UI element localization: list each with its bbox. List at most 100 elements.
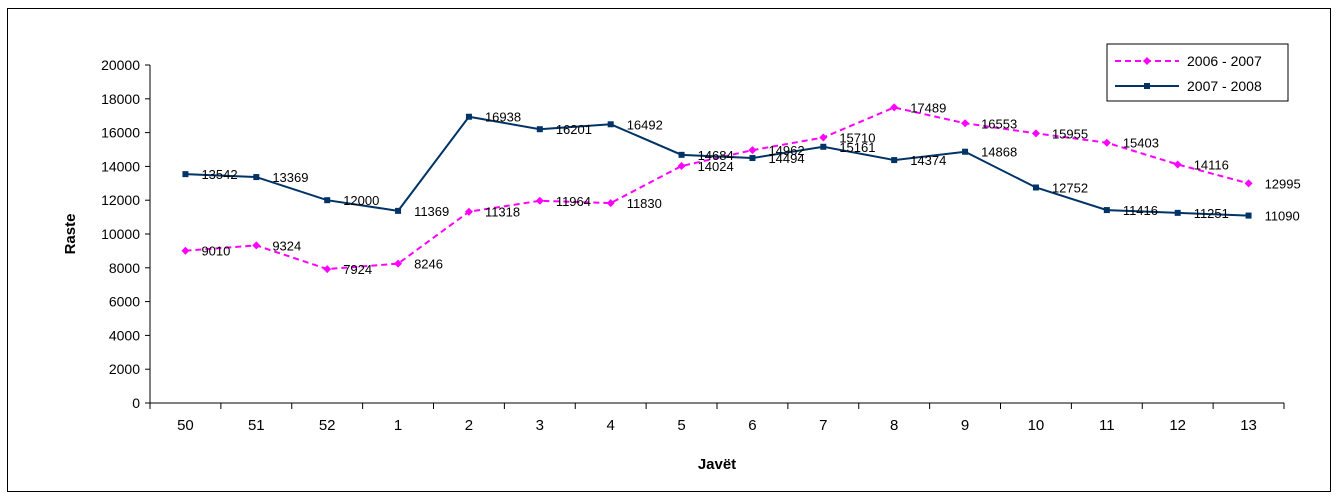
data-label: 14116 <box>1194 157 1229 172</box>
legend-marker-1 <box>1143 57 1151 65</box>
legend-box <box>1106 43 1289 102</box>
data-label: 12752 <box>1052 180 1088 195</box>
data-point <box>323 265 332 274</box>
y-tick-label: 18000 <box>101 91 140 107</box>
data-point <box>1032 184 1039 191</box>
data-point <box>819 133 828 142</box>
data-point <box>465 113 472 120</box>
data-label: 11964 <box>556 194 591 209</box>
data-point <box>394 259 403 268</box>
x-tick-label: 50 <box>177 417 194 434</box>
x-tick-label: 10 <box>1028 417 1045 434</box>
data-point <box>961 119 970 128</box>
data-label: 7924 <box>343 262 372 277</box>
axes <box>149 65 1284 404</box>
data-label: 11830 <box>627 196 662 211</box>
data-point <box>677 161 686 170</box>
x-tick-label: 51 <box>248 417 265 434</box>
data-label: 12000 <box>343 193 379 208</box>
x-axis-ticks: 50 51 52 1 2 3 4 5 6 7 8 9 10 11 12 13 <box>149 403 1285 434</box>
data-point <box>820 143 827 150</box>
data-point <box>606 199 615 208</box>
data-label: 8246 <box>414 257 443 272</box>
data-label: 9324 <box>272 238 301 253</box>
data-label: 15710 <box>839 131 875 146</box>
x-tick-label: 4 <box>607 417 615 434</box>
data-label: 13369 <box>272 170 308 185</box>
data-point <box>252 241 261 250</box>
data-labels: 9010 9324 7924 8246 11318 11964 11830 14024 1496… <box>201 100 1300 277</box>
data-point <box>1173 160 1182 169</box>
data-label: 15161 <box>839 140 875 155</box>
data-label: 14868 <box>981 145 1017 160</box>
data-label: 17489 <box>910 100 946 115</box>
data-point <box>535 196 544 205</box>
y-tick-label: 14000 <box>101 158 140 174</box>
y-tick-label: 4000 <box>109 327 140 343</box>
data-point <box>464 207 473 216</box>
data-point <box>536 126 543 133</box>
data-point <box>324 197 331 204</box>
series-layer <box>181 103 1253 274</box>
data-label: 16201 <box>556 122 592 137</box>
data-point <box>891 157 898 164</box>
series-line-2 <box>185 115 1249 217</box>
y-tick-label: 2000 <box>109 361 140 377</box>
x-tick-label: 11 <box>1099 417 1115 434</box>
data-point <box>253 174 260 181</box>
legend-label-2: 2007 - 2008 <box>1187 78 1262 94</box>
x-tick-label: 5 <box>677 417 685 434</box>
data-label: 16492 <box>627 117 663 132</box>
x-axis-title: Javët <box>698 456 736 473</box>
data-label: 14024 <box>698 159 734 174</box>
y-tick-label: 0 <box>132 395 140 411</box>
x-tick-label: 2 <box>465 417 473 434</box>
data-label: 14962 <box>768 143 804 158</box>
data-label: 12995 <box>1265 176 1301 191</box>
data-label: 11251 <box>1194 206 1229 221</box>
y-tick-label: 16000 <box>101 125 140 141</box>
data-label: 11318 <box>485 205 520 220</box>
x-tick-label: 8 <box>890 417 898 434</box>
y-axis-ticks: 0 2000 4000 6000 8000 10000 12000 14000 16000 180… <box>101 57 150 411</box>
data-point <box>181 246 190 255</box>
data-label: 16553 <box>981 116 1017 131</box>
data-label: 14374 <box>910 153 946 168</box>
y-tick-label: 12000 <box>101 192 140 208</box>
data-point <box>678 151 685 158</box>
data-label: 9010 <box>201 244 230 259</box>
legend-marker-2 <box>1144 83 1150 89</box>
y-tick-label: 6000 <box>109 294 140 310</box>
x-tick-label: 13 <box>1240 417 1257 434</box>
data-point <box>1244 179 1253 188</box>
x-tick-label: 3 <box>536 417 544 434</box>
data-label: 11416 <box>1123 203 1158 218</box>
data-point <box>749 155 756 162</box>
data-point <box>890 103 899 112</box>
data-point <box>962 148 969 155</box>
x-tick-label: 7 <box>819 417 827 434</box>
data-label: 11369 <box>414 204 449 219</box>
data-point <box>1103 207 1110 214</box>
x-tick-label: 1 <box>394 417 402 434</box>
data-label: 15403 <box>1123 136 1159 151</box>
data-label: 15955 <box>1052 126 1088 141</box>
data-label: 14684 <box>698 148 734 163</box>
y-tick-label: 8000 <box>109 260 140 276</box>
series-line-1 <box>185 106 1249 271</box>
x-tick-label: 12 <box>1169 417 1186 434</box>
data-point <box>748 146 757 155</box>
data-label: 13542 <box>201 167 237 182</box>
data-point <box>1102 138 1111 147</box>
data-point <box>395 207 402 214</box>
data-label: 11090 <box>1265 209 1300 224</box>
legend: 2006 - 2007 2007 - 2008 <box>1106 43 1289 102</box>
x-tick-label: 6 <box>748 417 756 434</box>
data-label: 16938 <box>485 110 521 125</box>
x-tick-label: 52 <box>319 417 336 434</box>
data-point <box>182 171 189 178</box>
legend-label-1: 2006 - 2007 <box>1187 53 1262 69</box>
data-point <box>1245 212 1252 219</box>
data-point <box>607 121 614 128</box>
